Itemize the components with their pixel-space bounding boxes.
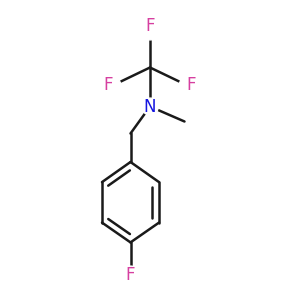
Circle shape (122, 266, 139, 283)
Text: F: F (145, 17, 155, 35)
Text: F: F (126, 266, 135, 284)
Text: F: F (104, 76, 113, 94)
Text: F: F (187, 76, 196, 94)
Circle shape (142, 23, 158, 40)
Text: N: N (144, 98, 156, 116)
Circle shape (142, 98, 158, 115)
Circle shape (104, 77, 121, 94)
Circle shape (179, 77, 196, 94)
